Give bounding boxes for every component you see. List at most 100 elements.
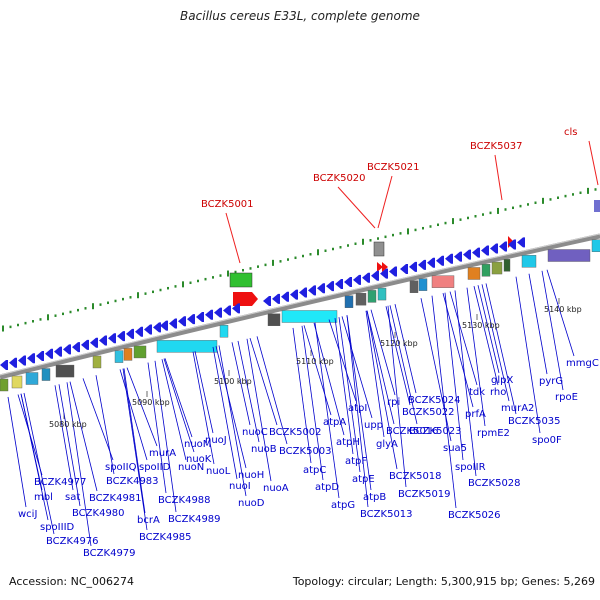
gene-label: atpD (315, 482, 339, 493)
tick-mark (227, 270, 229, 277)
gene-leader-line (249, 337, 278, 426)
gene-arrow (27, 353, 35, 364)
gene-arrow (472, 247, 480, 258)
gene-arrow (481, 245, 489, 256)
tick-mark (437, 223, 439, 227)
gene-arrow (117, 331, 125, 342)
gene-label: murA2 (501, 403, 534, 414)
gene-leader-line (346, 315, 369, 508)
gene-arrow (409, 261, 417, 272)
feature-block (344, 295, 354, 308)
tick-mark (294, 256, 297, 260)
gene-arrow (36, 351, 44, 362)
gene-label: spoIID (139, 462, 171, 473)
tick-mark (152, 290, 154, 294)
gene-label: BCZK4977 (34, 477, 87, 488)
gene-label: mbl (34, 492, 53, 503)
gene-label: BCZK5003 (279, 446, 332, 457)
tick-mark (324, 249, 327, 253)
gene-label: rpmE2 (477, 428, 510, 439)
tick-mark (407, 228, 409, 235)
tick-mark (354, 242, 357, 246)
tick-mark (452, 218, 454, 225)
tick-mark (174, 285, 177, 288)
tick-mark (212, 276, 214, 279)
gene-leader-line (292, 327, 312, 464)
gene-leader-line (164, 358, 193, 438)
gene-label: sua5 (443, 443, 467, 454)
tick-mark (54, 314, 57, 317)
gene-leader-line (541, 270, 564, 391)
feature-block (547, 249, 591, 262)
feature-block (367, 290, 377, 303)
tick-mark (467, 216, 469, 220)
gene-leader-line (366, 310, 398, 470)
gene-arrow (362, 272, 370, 283)
feature-block (0, 378, 9, 392)
gene-label: sat (65, 492, 80, 503)
highlight-label: BCZK5020 (313, 173, 366, 184)
gene-label: BCZK5023 (409, 426, 462, 437)
tick-mark (459, 218, 462, 221)
tick-mark (62, 312, 64, 316)
gene-arrow (90, 337, 98, 348)
gene-label: murA (149, 448, 176, 459)
gene-label: atpC (303, 465, 326, 476)
tick-mark (482, 213, 484, 216)
gene-arrow (18, 355, 26, 366)
gene-arrow (45, 348, 53, 359)
tick-mark (594, 188, 597, 191)
tick-mark (587, 187, 589, 194)
gene-leader-line (231, 342, 251, 426)
gene-leader-line (442, 293, 474, 408)
gene-leader-line (69, 381, 98, 492)
gene-leader-line (346, 315, 372, 491)
tick-mark (32, 320, 34, 323)
tick-mark (309, 253, 312, 256)
tick-mark (549, 198, 552, 201)
highlight-label: cls (564, 127, 578, 138)
gene-label: prfA (465, 409, 486, 420)
tick-mark (527, 203, 529, 206)
gene-leader-line (237, 340, 260, 443)
feature-block (123, 348, 133, 361)
tick-mark (122, 297, 124, 301)
gene-leader-line (95, 375, 115, 475)
gene-arrow (178, 316, 186, 327)
gene-arrow (490, 243, 498, 254)
gene-arrow (517, 237, 525, 248)
gene-arrow (308, 285, 316, 296)
gene-arrow (0, 360, 8, 370)
tick-mark (362, 238, 364, 245)
feature-block (481, 264, 491, 277)
gene-arrow (290, 289, 298, 300)
feature-block (133, 345, 147, 359)
tick-dots-layer (2, 187, 597, 332)
gene-arrow (436, 255, 444, 266)
highlight-label: BCZK5037 (470, 141, 523, 152)
tick-mark (234, 270, 237, 274)
tick-mark (77, 308, 79, 312)
gene-arrow (153, 322, 161, 333)
tick-mark (17, 323, 19, 327)
gene-label: BCZK5022 (402, 407, 455, 418)
tick-mark (144, 292, 147, 295)
tick-mark (399, 232, 402, 235)
gene-leader-line (389, 305, 418, 425)
gene-leader-line (192, 351, 215, 465)
gene-arrow (418, 259, 426, 270)
gene-arrow (389, 266, 397, 277)
gene-leader-line (122, 368, 148, 531)
gene-leader-line (154, 360, 177, 513)
gene-leader-line (215, 346, 247, 469)
tick-mark (377, 237, 379, 240)
gene-leader-line (163, 358, 195, 453)
gene-leader-line (54, 385, 74, 491)
gene-arrow (400, 264, 408, 274)
tick-mark (512, 206, 514, 210)
gene-label: wciJ (18, 509, 37, 520)
gene-label: atpB (363, 492, 386, 503)
tick-mark (137, 292, 139, 299)
gene-arrow (272, 293, 280, 304)
gene-arrow (126, 328, 134, 339)
